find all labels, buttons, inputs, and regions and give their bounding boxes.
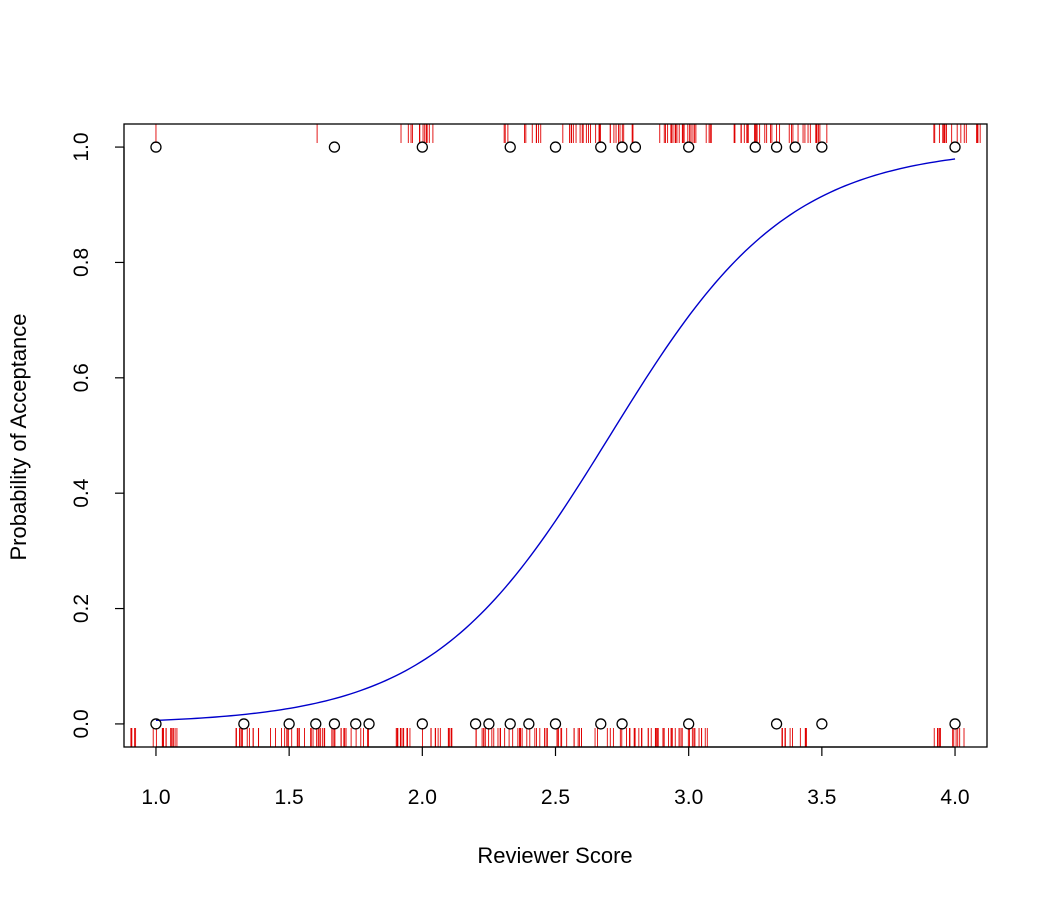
- x-tick-label: 2.5: [541, 786, 570, 809]
- logistic-fit: [155, 158, 956, 722]
- point-rejected: [469, 718, 482, 730]
- point-accepted: [416, 141, 428, 153]
- x-tick-label: 3.5: [807, 786, 836, 809]
- point-accepted: [789, 141, 801, 153]
- point-accepted: [595, 141, 607, 153]
- point-accepted: [749, 141, 761, 153]
- y-tick-label: 0.8: [70, 248, 93, 277]
- point-rejected: [310, 718, 322, 730]
- x-tick-label: 1.5: [275, 786, 304, 809]
- point-rejected: [523, 718, 535, 730]
- point-rejected: [328, 718, 341, 730]
- x-axis: 1.0 1.5 2.0 2.5 3.0 3.5 4.0: [141, 746, 970, 809]
- point-accepted: [504, 141, 516, 153]
- y-tick-label: 0.6: [70, 363, 93, 392]
- point-rejected: [150, 718, 162, 730]
- point-accepted: [629, 141, 642, 153]
- point-rejected: [238, 718, 250, 730]
- x-tick-label: 4.0: [940, 786, 969, 809]
- point-rejected: [549, 718, 562, 730]
- point-rejected: [816, 718, 828, 730]
- point-rejected: [595, 718, 607, 730]
- point-accepted: [683, 141, 695, 153]
- logistic-curve: [155, 158, 956, 722]
- x-tick-label: 2.0: [408, 786, 437, 809]
- point-rejected: [283, 718, 295, 730]
- y-axis: 0.0 0.2 0.4 0.6 0.8 1.0: [70, 132, 125, 739]
- point-rejected: [949, 718, 961, 730]
- point-rejected: [483, 718, 495, 730]
- y-tick-label: 1.0: [70, 132, 93, 161]
- point-accepted: [549, 141, 562, 153]
- rug-accepted: [155, 124, 981, 143]
- point-accepted: [150, 141, 162, 153]
- x-tick-label: 3.0: [674, 786, 703, 809]
- y-tick-label: 0.2: [70, 594, 93, 623]
- point-accepted: [616, 141, 628, 153]
- point-accepted: [949, 141, 961, 153]
- point-rejected: [416, 718, 428, 730]
- point-rejected: [616, 718, 628, 730]
- point-accepted: [816, 141, 828, 153]
- data-points: [150, 141, 961, 730]
- point-rejected: [363, 718, 375, 730]
- point-accepted: [770, 141, 783, 153]
- y-axis-title: Probability of Acceptance: [6, 313, 31, 560]
- y-tick-label: 0.0: [70, 709, 93, 738]
- rug-rejected: [130, 728, 965, 747]
- point-rejected: [350, 718, 362, 730]
- point-rejected: [770, 718, 783, 730]
- x-axis-title: Reviewer Score: [477, 843, 632, 868]
- point-rejected: [683, 718, 695, 730]
- x-tick-label: 1.0: [141, 786, 170, 809]
- point-rejected: [504, 718, 516, 730]
- y-tick-label: 0.4: [70, 478, 93, 508]
- point-accepted: [328, 141, 341, 153]
